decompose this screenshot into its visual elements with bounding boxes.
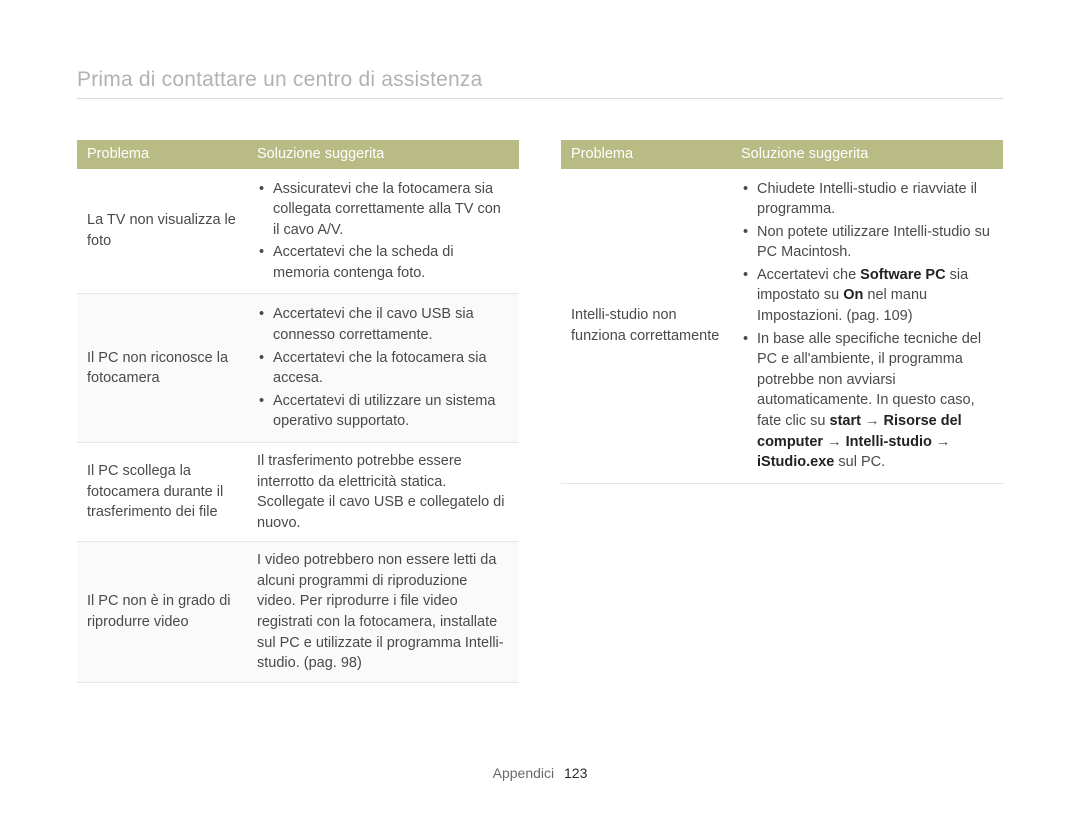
problem-cell: Intelli-studio non funziona correttament… — [561, 169, 731, 484]
solution-cell: Accertatevi che il cavo USB sia connesso… — [247, 294, 519, 442]
troubleshoot-table-right: Problema Soluzione suggerita Intelli-stu… — [561, 140, 1003, 484]
page-footer: Appendici 123 — [0, 765, 1080, 781]
problem-cell: Il PC non è in grado di riprodurre video — [77, 542, 247, 682]
solution-cell: I video potrebbero non essere letti da a… — [247, 542, 519, 682]
solution-cell: Il trasferimento potrebbe essere interro… — [247, 442, 519, 541]
table-row: Il PC scollega la fotocamera durante il … — [77, 442, 519, 541]
problem-cell: La TV non visualizza le foto — [77, 169, 247, 294]
solution-cell: Assicuratevi che la fotocamera sia colle… — [247, 169, 519, 294]
header-problema: Problema — [561, 140, 731, 169]
solution-list: Assicuratevi che la fotocamera sia colle… — [257, 179, 509, 284]
list-item: In base alle specifiche tecniche del PC … — [741, 329, 993, 473]
list-item: Non potete utilizzare Intelli-studio su … — [741, 222, 993, 263]
list-item: Accertatevi che la scheda di memoria con… — [257, 242, 509, 283]
problem-cell: Il PC non riconosce la fotocamera — [77, 294, 247, 442]
list-item: Assicuratevi che la fotocamera sia colle… — [257, 179, 509, 241]
footer-section: Appendici — [493, 765, 555, 781]
page-title: Prima di contattare un centro di assiste… — [77, 68, 482, 92]
list-item: Chiudete Intelli-studio e riavviate il p… — [741, 179, 993, 220]
solution-list: Chiudete Intelli-studio e riavviate il p… — [741, 179, 993, 473]
content-columns: Problema Soluzione suggerita La TV non v… — [77, 140, 1003, 683]
problem-cell: Il PC scollega la fotocamera durante il … — [77, 442, 247, 541]
table-row: Intelli-studio non funziona correttament… — [561, 169, 1003, 484]
table-row: Il PC non riconosce la fotocameraAccerta… — [77, 294, 519, 442]
list-item: Accertatevi che la fotocamera sia accesa… — [257, 348, 509, 389]
title-underline — [77, 98, 1003, 99]
header-soluzione: Soluzione suggerita — [731, 140, 1003, 169]
troubleshoot-table-left: Problema Soluzione suggerita La TV non v… — [77, 140, 519, 683]
solution-cell: Chiudete Intelli-studio e riavviate il p… — [731, 169, 1003, 484]
header-soluzione: Soluzione suggerita — [247, 140, 519, 169]
solution-list: Accertatevi che il cavo USB sia connesso… — [257, 304, 509, 431]
left-column: Problema Soluzione suggerita La TV non v… — [77, 140, 519, 683]
footer-page-number: 123 — [564, 765, 587, 781]
list-item: Accertatevi che il cavo USB sia connesso… — [257, 304, 509, 345]
table-row: La TV non visualizza le fotoAssicuratevi… — [77, 169, 519, 294]
right-column: Problema Soluzione suggerita Intelli-stu… — [561, 140, 1003, 683]
list-item: Accertatevi di utilizzare un sistema ope… — [257, 391, 509, 432]
header-problema: Problema — [77, 140, 247, 169]
list-item: Accertatevi che Software PC sia impostat… — [741, 265, 993, 327]
table-row: Il PC non è in grado di riprodurre video… — [77, 542, 519, 682]
